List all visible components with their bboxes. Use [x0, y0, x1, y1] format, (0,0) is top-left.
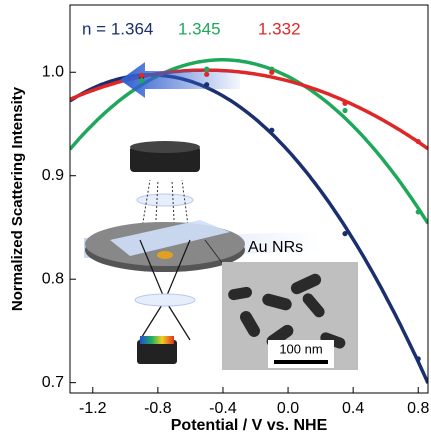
data-point [269, 128, 274, 133]
annotation: 100 nm [279, 341, 322, 356]
legend-entry: n = 1.364 [82, 19, 153, 38]
x-tick-label: 0.8 [407, 400, 429, 417]
data-point [342, 101, 347, 106]
legend-entry: 1.332 [258, 19, 301, 38]
fit-curve [70, 60, 428, 224]
x-tick-label: 0.4 [342, 400, 364, 417]
chart: Au NRs 100 nm -1.2 -0.8 -0.4 0.0 0.4 0.8 0.7 0.… [0, 0, 431, 437]
data-point [139, 78, 144, 83]
x-axis-label: Potential / V vs. NHE [171, 417, 328, 434]
y-tick-label: 0.7 [42, 374, 64, 391]
illustration: Au NRs 100 nm [84, 60, 358, 370]
x-tick-label: -0.8 [144, 400, 172, 417]
y-tick-label: 0.8 [42, 270, 64, 287]
data-point [139, 73, 144, 78]
y-tick-label: 0.9 [42, 167, 64, 184]
y-axis-label: Normalized Scattering Intensity [9, 86, 26, 311]
y-tick-label: 1.0 [42, 63, 64, 80]
data-point [416, 209, 421, 214]
data-point [342, 231, 347, 236]
data-point [416, 356, 421, 361]
data-point [204, 67, 209, 72]
x-tick-label: -0.4 [209, 400, 237, 417]
x-tick-label: -1.2 [79, 400, 107, 417]
data-point [204, 72, 209, 77]
data-point [416, 139, 421, 144]
x-tick-label: 0.0 [277, 400, 299, 417]
data-point [342, 108, 347, 113]
data-point [204, 82, 209, 87]
annotation: Au NRs [248, 239, 303, 256]
legend-entry: 1.345 [178, 19, 221, 38]
data-point [269, 70, 274, 75]
